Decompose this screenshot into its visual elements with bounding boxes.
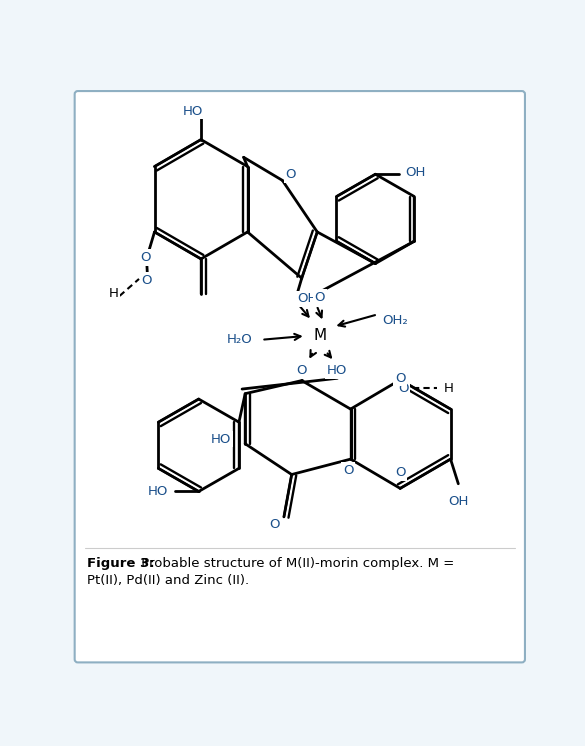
- Text: O: O: [395, 372, 405, 385]
- Text: HO: HO: [327, 364, 347, 377]
- Text: OH: OH: [297, 292, 317, 305]
- Text: O: O: [343, 464, 353, 477]
- Text: OH: OH: [448, 495, 469, 508]
- FancyBboxPatch shape: [75, 91, 525, 662]
- Text: O: O: [140, 251, 150, 264]
- Text: O: O: [285, 169, 296, 181]
- Text: O: O: [314, 291, 325, 304]
- Text: Probable structure of M(II)-morin complex. M =: Probable structure of M(II)-morin comple…: [137, 557, 454, 569]
- Text: O: O: [269, 518, 280, 531]
- Text: OH₂: OH₂: [382, 314, 408, 327]
- Text: Figure 3:: Figure 3:: [87, 557, 154, 569]
- Text: H: H: [108, 287, 118, 300]
- Text: HO: HO: [183, 104, 204, 118]
- Text: HO: HO: [211, 433, 231, 445]
- Text: O: O: [398, 382, 408, 395]
- Text: Pt(II), Pd(II) and Zinc (II).: Pt(II), Pd(II) and Zinc (II).: [87, 574, 249, 587]
- Text: HO: HO: [148, 485, 168, 498]
- Text: M: M: [313, 328, 326, 343]
- Text: OH: OH: [405, 166, 426, 179]
- Text: H: H: [443, 382, 453, 395]
- Text: O: O: [142, 274, 152, 287]
- Text: O: O: [297, 364, 307, 377]
- Text: O: O: [395, 466, 405, 480]
- Text: H₂O: H₂O: [227, 333, 253, 346]
